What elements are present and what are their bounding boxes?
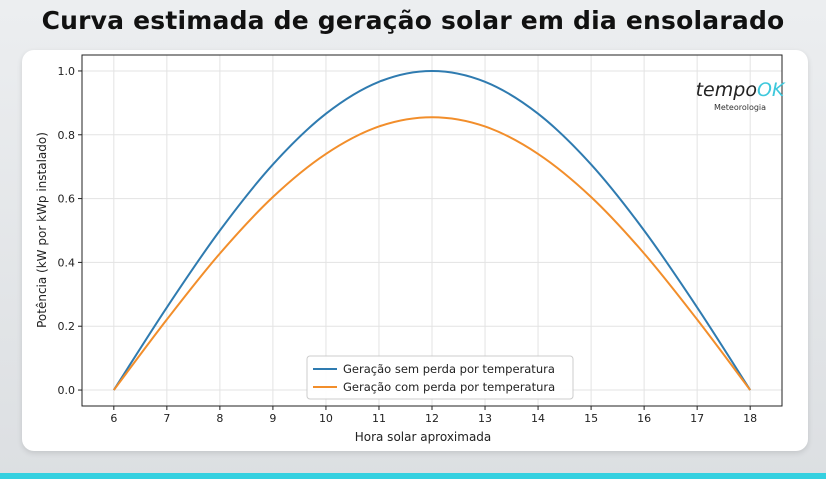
bottom-accent-bar bbox=[0, 473, 826, 479]
legend: Geração sem perda por temperatura Geraçã… bbox=[306, 355, 574, 400]
x-tick-label: 15 bbox=[584, 412, 598, 425]
y-tick-label: 0.2 bbox=[58, 320, 76, 333]
x-axis-label: Hora solar aproximada bbox=[355, 430, 492, 444]
x-tick-label: 18 bbox=[743, 412, 757, 425]
logo-subtitle: Meteorologia bbox=[714, 103, 766, 112]
y-tick-label: 0.4 bbox=[58, 256, 76, 269]
page-title: Curva estimada de geração solar em dia e… bbox=[41, 6, 785, 35]
series-line-0 bbox=[112, 69, 752, 391]
x-tick-label: 10 bbox=[319, 412, 333, 425]
x-tick-label: 9 bbox=[269, 412, 276, 425]
x-tick-label: 17 bbox=[690, 412, 704, 425]
x-tick-label: 14 bbox=[531, 412, 545, 425]
x-tick-label: 11 bbox=[372, 412, 386, 425]
x-tick-label: 13 bbox=[478, 412, 492, 425]
series-line-1 bbox=[113, 116, 751, 391]
legend-box bbox=[306, 355, 574, 400]
x-tick-label: 6 bbox=[110, 412, 117, 425]
x-tick-label: 16 bbox=[637, 412, 651, 425]
legend-label-no-loss: Geração sem perda por temperatura bbox=[343, 362, 555, 376]
x-tick-label: 8 bbox=[216, 412, 223, 425]
y-tick-label: 0.8 bbox=[58, 129, 76, 142]
grid bbox=[82, 55, 782, 406]
x-tick-label: 7 bbox=[163, 412, 170, 425]
y-tick-label: 0.6 bbox=[58, 193, 76, 206]
legend-label-with-loss: Geração com perda por temperatura bbox=[343, 380, 555, 394]
y-axis-label: Potência (kW por kWp instalado) bbox=[35, 132, 49, 328]
y-tick-label: 1.0 bbox=[58, 65, 76, 78]
logo: tempoOK Meteorologia bbox=[696, 79, 786, 112]
series-lines bbox=[112, 69, 752, 391]
y-tick-label: 0.0 bbox=[58, 384, 76, 397]
logo-text: tempoOK bbox=[696, 79, 786, 101]
x-tick-label: 12 bbox=[425, 412, 439, 425]
ticks: 6 7 8 9 10 11 12 13 14 15 16 17 18 0.0 0.2 0.4 0.6 0.8 1.0 bbox=[58, 65, 758, 425]
